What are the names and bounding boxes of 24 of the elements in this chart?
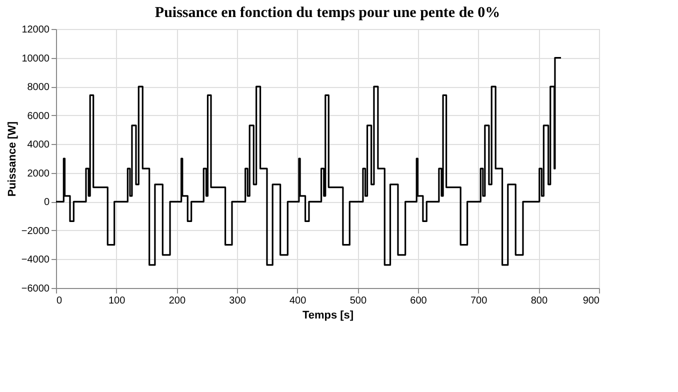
x-tick-label: 100	[108, 296, 126, 306]
y-tick-label: 8000	[27, 82, 50, 94]
y-tick-label: 0	[44, 197, 50, 208]
x-tick-label: 800	[530, 296, 548, 306]
y-axis-title: Puissance [W]	[6, 121, 18, 197]
x-tick-label: 400	[289, 296, 307, 306]
x-tick-label: 300	[229, 296, 246, 306]
y-tick-label: 12000	[22, 24, 50, 36]
x-tick-label: 0	[56, 296, 62, 306]
x-tick-label: 500	[350, 296, 367, 306]
y-tick-label: 10000	[22, 53, 50, 64]
line-series	[55, 56, 562, 266]
x-tick-label: 900	[582, 296, 600, 306]
y-tick-label: 4000	[27, 140, 50, 151]
y-tick-label: 2000	[27, 168, 50, 180]
y-tick-label: −4000	[21, 254, 50, 266]
y-tick-label: −6000	[21, 284, 50, 294]
x-tick-label: 200	[168, 296, 186, 306]
y-tick-label: −2000	[21, 226, 50, 237]
x-tick-label: 700	[470, 296, 488, 306]
x-axis-title: Temps [s]	[302, 310, 354, 322]
y-tick-label: 6000	[27, 110, 50, 122]
x-tick-label: 600	[410, 296, 428, 306]
chart-title: Puissance en fonction du temps pour une pente de 0%	[154, 5, 500, 21]
